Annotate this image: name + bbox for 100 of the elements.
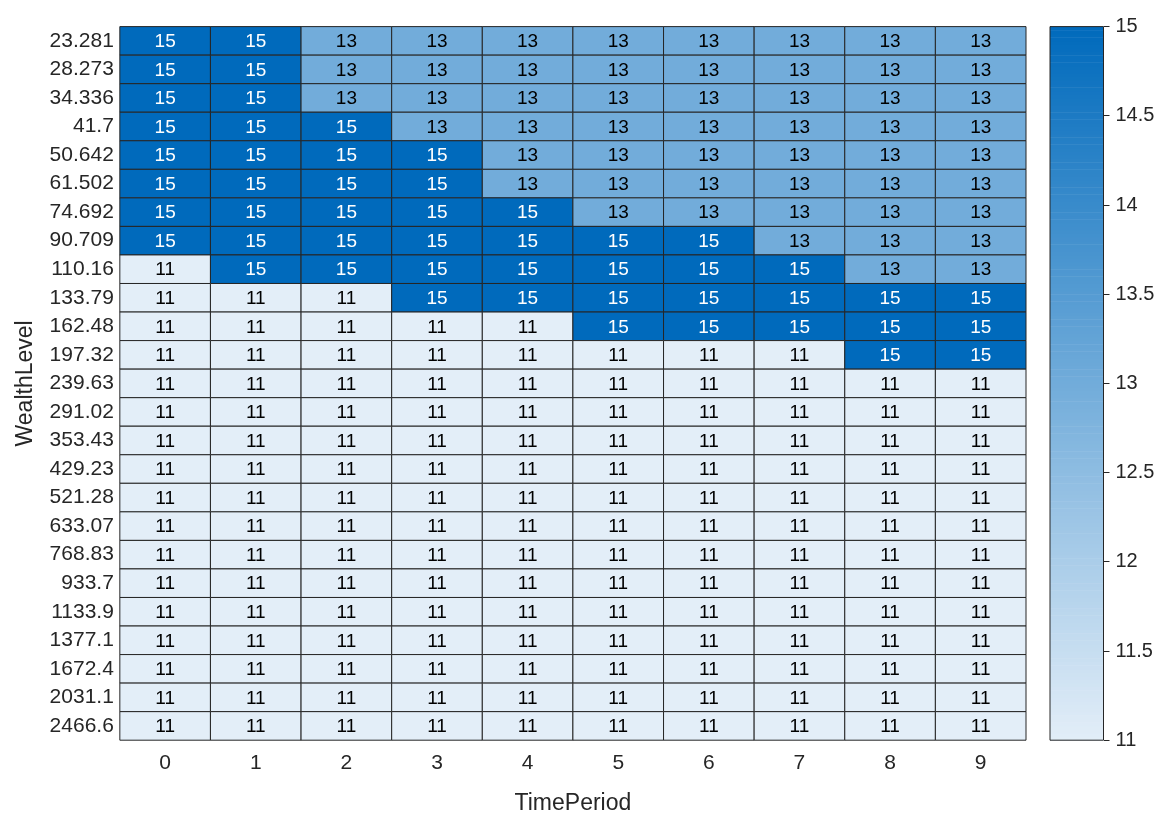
- color-bar-label: 14: [1115, 192, 1138, 215]
- data-label: 13: [879, 87, 901, 109]
- color-bar-label: 12.5: [1115, 460, 1155, 483]
- data-label: 13: [879, 144, 901, 166]
- data-label: 13: [970, 58, 992, 80]
- data-label: 15: [245, 144, 267, 166]
- data-label: 15: [154, 172, 176, 194]
- data-label: 13: [607, 172, 629, 194]
- data-label: 13: [879, 115, 901, 137]
- data-label: 13: [517, 87, 539, 109]
- data-label: 11: [789, 401, 810, 423]
- data-label: 11: [517, 543, 538, 565]
- data-label: 15: [426, 229, 448, 251]
- data-label: 13: [426, 30, 448, 52]
- data-label: 11: [427, 401, 447, 423]
- data-label: 11: [336, 600, 357, 622]
- data-label: 11: [970, 458, 991, 480]
- y-tick-label: 933.7: [61, 570, 114, 593]
- data-label: 11: [155, 315, 176, 337]
- data-label: 15: [426, 287, 448, 308]
- y-tick-label: 1133.9: [51, 598, 114, 622]
- data-label: 11: [245, 715, 266, 737]
- data-label: 11: [789, 486, 810, 508]
- data-label: 15: [698, 287, 720, 308]
- data-label: 11: [336, 658, 357, 680]
- data-label: 11: [517, 315, 538, 337]
- data-label: 11: [608, 344, 629, 366]
- data-label: 11: [608, 658, 629, 680]
- y-tick-label: 90.709: [49, 227, 114, 251]
- data-label: 11: [970, 486, 991, 508]
- data-label: 11: [880, 372, 900, 394]
- color-bar-label: 13: [1115, 370, 1138, 393]
- data-label: 11: [608, 372, 629, 394]
- data-label: 15: [245, 87, 267, 109]
- data-label: 11: [336, 344, 357, 366]
- data-label: 11: [155, 629, 176, 651]
- color-bar-label: 11: [1115, 727, 1137, 750]
- data-label: 13: [426, 87, 448, 109]
- data-label: 15: [245, 201, 267, 223]
- data-label: 11: [245, 458, 266, 480]
- data-label: 13: [607, 201, 629, 223]
- x-tick-label: 8: [884, 749, 896, 773]
- data-label: 11: [245, 658, 266, 680]
- y-tick-label: 2466.6: [49, 712, 114, 736]
- data-label: 15: [879, 344, 901, 366]
- data-label: 11: [789, 572, 810, 594]
- data-label: 15: [517, 287, 539, 308]
- data-label: 15: [698, 229, 720, 251]
- y-tick-label: 61.502: [49, 170, 114, 194]
- y-tick-label: 429.23: [49, 455, 114, 479]
- data-label: 11: [698, 600, 719, 622]
- y-tick-label: 291.02: [49, 398, 114, 422]
- data-label: 15: [154, 144, 176, 166]
- data-label: 11: [427, 486, 447, 508]
- data-label: 11: [880, 686, 900, 708]
- data-label: 11: [517, 344, 538, 366]
- data-label: 11: [427, 658, 447, 680]
- data-label: 11: [789, 429, 810, 451]
- data-label: 13: [607, 30, 629, 52]
- x-tick-label: 9: [974, 749, 987, 773]
- data-label: 11: [517, 401, 538, 423]
- data-label: 11: [970, 372, 991, 394]
- data-label: 11: [517, 600, 538, 622]
- y-tick-label: 28.273: [49, 56, 114, 80]
- data-label: 11: [698, 344, 719, 366]
- x-tick-label: 2: [340, 749, 353, 773]
- data-label: 11: [789, 344, 810, 366]
- data-label: 11: [970, 572, 991, 594]
- data-label: 11: [336, 486, 357, 508]
- data-label: 15: [335, 144, 357, 166]
- data-label: 11: [880, 515, 900, 537]
- data-label: 15: [154, 201, 176, 223]
- x-tick-label: 0: [159, 749, 171, 773]
- data-label: 11: [880, 629, 900, 651]
- data-label: 11: [608, 600, 629, 622]
- data-label: 15: [517, 258, 539, 280]
- data-label: 11: [336, 543, 357, 565]
- data-label: 11: [608, 572, 629, 594]
- data-label: 11: [336, 572, 357, 594]
- data-label: 15: [788, 315, 811, 337]
- data-label: 11: [517, 686, 538, 708]
- data-label: 13: [335, 30, 357, 52]
- data-label: 11: [517, 515, 538, 537]
- data-label: 11: [517, 658, 538, 680]
- data-label: 11: [970, 686, 991, 708]
- data-label: 11: [789, 600, 810, 622]
- data-label: 11: [427, 629, 447, 651]
- data-label: 11: [155, 715, 176, 737]
- data-label: 13: [698, 30, 720, 52]
- data-label: 15: [788, 287, 811, 308]
- data-label: 11: [880, 715, 900, 737]
- y-tick-label: 1377.1: [49, 627, 114, 651]
- data-label: 11: [698, 686, 719, 708]
- data-label: 11: [155, 543, 176, 565]
- data-label: 11: [517, 372, 538, 394]
- data-label: 15: [788, 258, 811, 280]
- data-label: 11: [970, 401, 991, 423]
- data-label: 11: [608, 486, 629, 508]
- data-label: 13: [517, 172, 539, 194]
- data-label: 13: [970, 172, 992, 194]
